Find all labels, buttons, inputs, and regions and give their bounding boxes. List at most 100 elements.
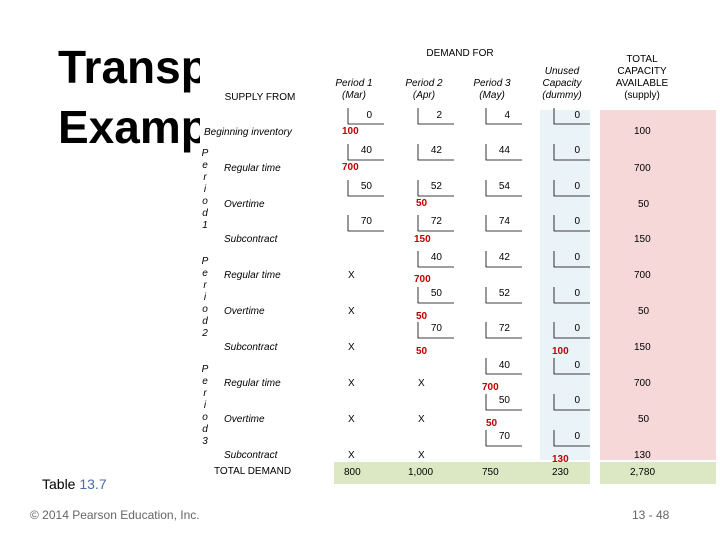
cost-r0-dummy: 0 [574,110,580,121]
cost-box-border [485,215,522,232]
p1-overtime-label: Overtime [224,199,265,210]
p1-regular-label: Regular time [224,163,281,174]
grand-total-bg [600,462,716,484]
cost-box-border [485,287,522,304]
cost-box-border [553,215,590,232]
total-capacity-header1: TOTAL [626,54,658,65]
cost-box-border [485,322,522,339]
cost-box-border [553,180,590,197]
supply-r2: 50 [638,199,650,210]
demand-dummy: 230 [552,467,569,478]
unused-header: Unused [544,66,580,77]
cost-box-border [485,144,522,161]
p3-subcontract-label: Subcontract [224,450,278,461]
cost-r2-p2: 52 [430,181,442,192]
supply-r5: 50 [638,306,650,317]
p2-overtime-label: Overtime [224,306,265,317]
total-demand-label: TOTAL DEMAND [214,466,292,477]
slide-title-line1: Transp [58,41,209,93]
alloc-p3reg-p3: 700 [482,382,499,393]
cost-r7-dummy: 0 [574,360,580,371]
p3-regular-label: Regular time [224,378,281,389]
cost-r0-p3: 4 [504,110,510,121]
p3-overtime-label: Overtime [224,414,265,425]
cost-r9-p3: 70 [498,431,510,442]
cost-box-border [553,144,590,161]
table-caption: Table 13.7 [42,476,107,492]
cost-r2-p1: 50 [360,181,372,192]
x-r5-p1: X [348,306,355,317]
cost-box-border [553,394,590,411]
x-r4-p1: X [348,270,355,281]
cost-box-border [417,287,454,304]
total-demand-row-bg [334,462,590,484]
alloc-p3ot-p3: 50 [486,418,498,429]
cost-r9-dummy: 0 [574,431,580,442]
x-r8-p2: X [418,414,425,425]
cost-box-border [347,144,384,161]
copyright-text: © 2014 Pearson Education, Inc. [30,508,200,522]
total-capacity-header3: AVAILABLE [615,78,669,89]
demand-for-header: DEMAND FOR [426,48,494,59]
cost-box-border [347,215,384,232]
cost-box-border [553,430,590,447]
table-word: Table [42,476,76,492]
supply-r8: 50 [638,414,650,425]
cost-r5-p3: 52 [498,288,510,299]
capacity-header: Capacity [542,78,582,89]
cost-box-border [553,322,590,339]
cost-box-border [417,180,454,197]
cost-r0-p2: 2 [436,110,442,121]
total-capacity-header2: CAPACITY [617,66,667,77]
slide-number: 13 - 48 [632,508,670,522]
cost-r3-p3: 74 [498,216,510,227]
cost-box-border [417,251,454,268]
cost-box-border [417,108,454,125]
alloc-p2ot-p2: 50 [416,311,428,322]
cost-box-border [485,251,522,268]
cost-r4-dummy: 0 [574,252,580,263]
x-r6-p1: X [348,342,355,353]
p2-subcontract-label: Subcontract [224,342,278,353]
cost-box-border [347,108,384,125]
total-capacity-header4: (supply) [624,90,660,101]
cost-box-border [347,180,384,197]
cost-box-border [485,180,522,197]
period1-month: (Mar) [342,90,366,101]
supply-r0: 100 [634,126,651,137]
cost-box-border [485,394,522,411]
alloc-p1reg-p1: 700 [342,162,359,173]
period1-header: Period 1 [335,78,373,89]
cost-box-border [553,251,590,268]
alloc-p3sub-dummy: 130 [552,454,569,465]
cost-r1-p2: 42 [430,145,442,156]
x-r7-p2: X [418,378,425,389]
cost-box-border [417,144,454,161]
cost-r4-p3: 42 [498,252,510,263]
table-number: 13.7 [79,476,107,492]
alloc-p1ot-p2: 50 [416,198,428,209]
p1-subcontract-label: Subcontract [224,234,278,245]
supply-r4: 700 [634,270,651,281]
cost-r2-dummy: 0 [574,181,580,192]
cost-box-border [417,322,454,339]
cost-box-border [485,430,522,447]
supply-r6: 150 [634,342,651,353]
supply-r3: 150 [634,234,651,245]
cost-r1-p1: 40 [360,145,372,156]
alloc-p2sub-dummy: 100 [552,346,569,357]
cost-r0-p1: 0 [366,110,372,121]
x-r7-p1: X [348,378,355,389]
cost-r1-dummy: 0 [574,145,580,156]
supply-from-header: SUPPLY FROM [224,92,296,103]
period3-header: Period 3 [473,78,511,89]
demand-p1: 800 [344,467,361,478]
cost-r1-p3: 44 [498,145,510,156]
cost-box-border [485,108,522,125]
cost-box-border [417,215,454,232]
cost-r2-p3: 54 [498,181,510,192]
cost-r8-dummy: 0 [574,395,580,406]
